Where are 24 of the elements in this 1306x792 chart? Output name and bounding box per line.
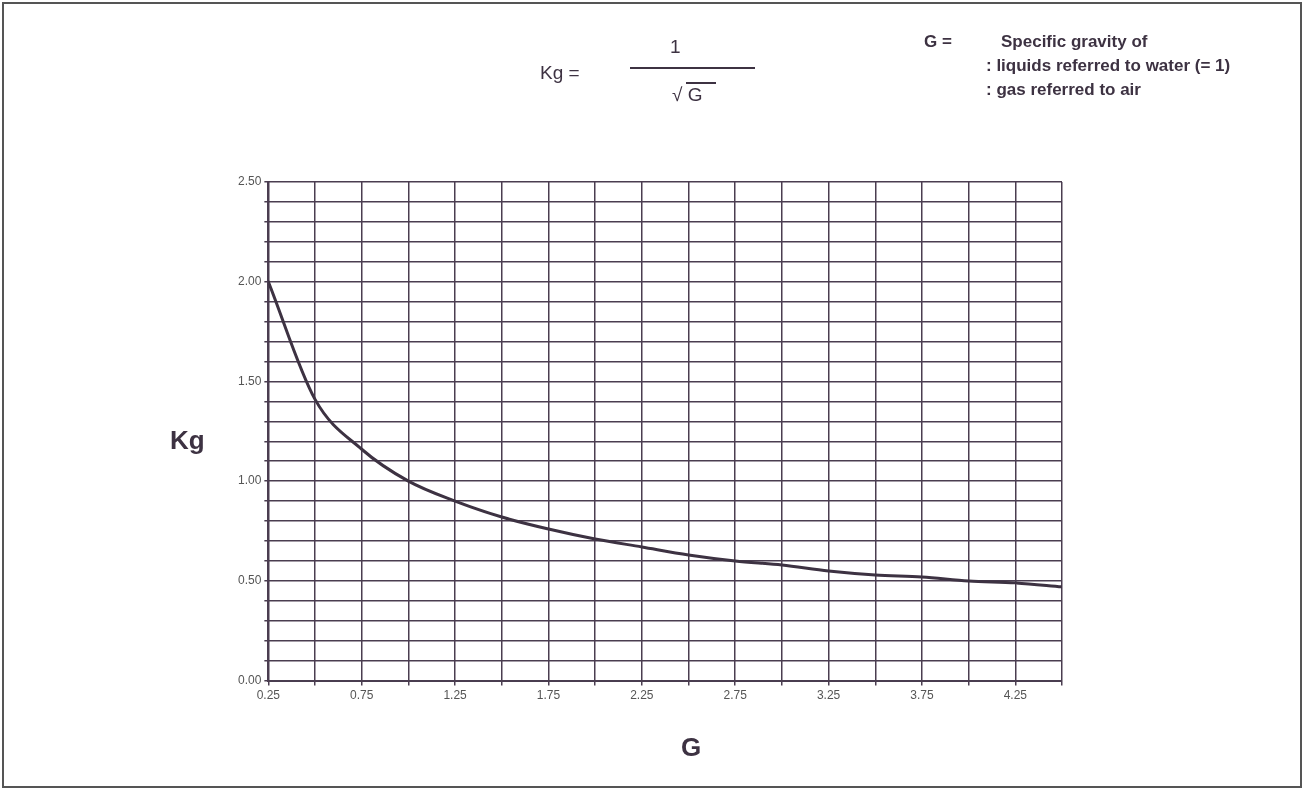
y-tick-label: 0.00 <box>238 672 262 687</box>
y-tick-label: 0.50 <box>238 573 262 588</box>
text: G = <box>924 32 952 52</box>
text: Kg = <box>540 62 580 84</box>
x-tick-label: 0.25 <box>256 688 281 703</box>
x-tick-label: 3.25 <box>816 688 841 703</box>
x-tick-label: 2.75 <box>723 688 748 703</box>
x-tick-label: 0.75 <box>350 688 374 703</box>
x-tick-label: 4.25 <box>1003 688 1028 703</box>
text: Specific gravity of <box>1001 32 1148 52</box>
text: √ G <box>672 84 703 106</box>
text: 1 <box>670 36 681 58</box>
text: : liquids referred to water (= 1) <box>986 56 1231 76</box>
y-tick-label: 2.00 <box>238 274 262 289</box>
text: : gas referred to air <box>986 80 1141 100</box>
x-tick-label: 1.75 <box>536 688 561 703</box>
y-tick-label: 2.50 <box>238 174 262 189</box>
y-axis-title: Kg <box>170 425 205 456</box>
y-tick-label: 1.00 <box>238 473 262 488</box>
y-tick-label: 1.50 <box>238 373 262 388</box>
x-axis-title: G <box>681 732 702 763</box>
x-tick-label: 3.75 <box>910 688 934 703</box>
x-tick-label: 1.25 <box>443 688 468 703</box>
x-tick-label: 2.25 <box>630 688 654 703</box>
